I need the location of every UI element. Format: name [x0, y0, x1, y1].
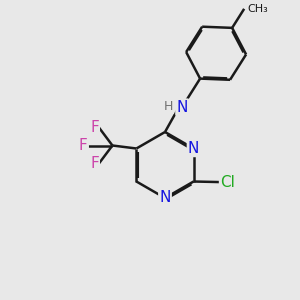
- Text: N: N: [159, 190, 171, 206]
- Text: H: H: [164, 100, 173, 113]
- Text: CH₃: CH₃: [248, 4, 268, 14]
- Text: F: F: [90, 156, 99, 171]
- Text: N: N: [188, 141, 199, 156]
- Text: Cl: Cl: [220, 175, 235, 190]
- Text: F: F: [90, 120, 99, 135]
- Text: F: F: [79, 138, 88, 153]
- Text: N: N: [176, 100, 188, 115]
